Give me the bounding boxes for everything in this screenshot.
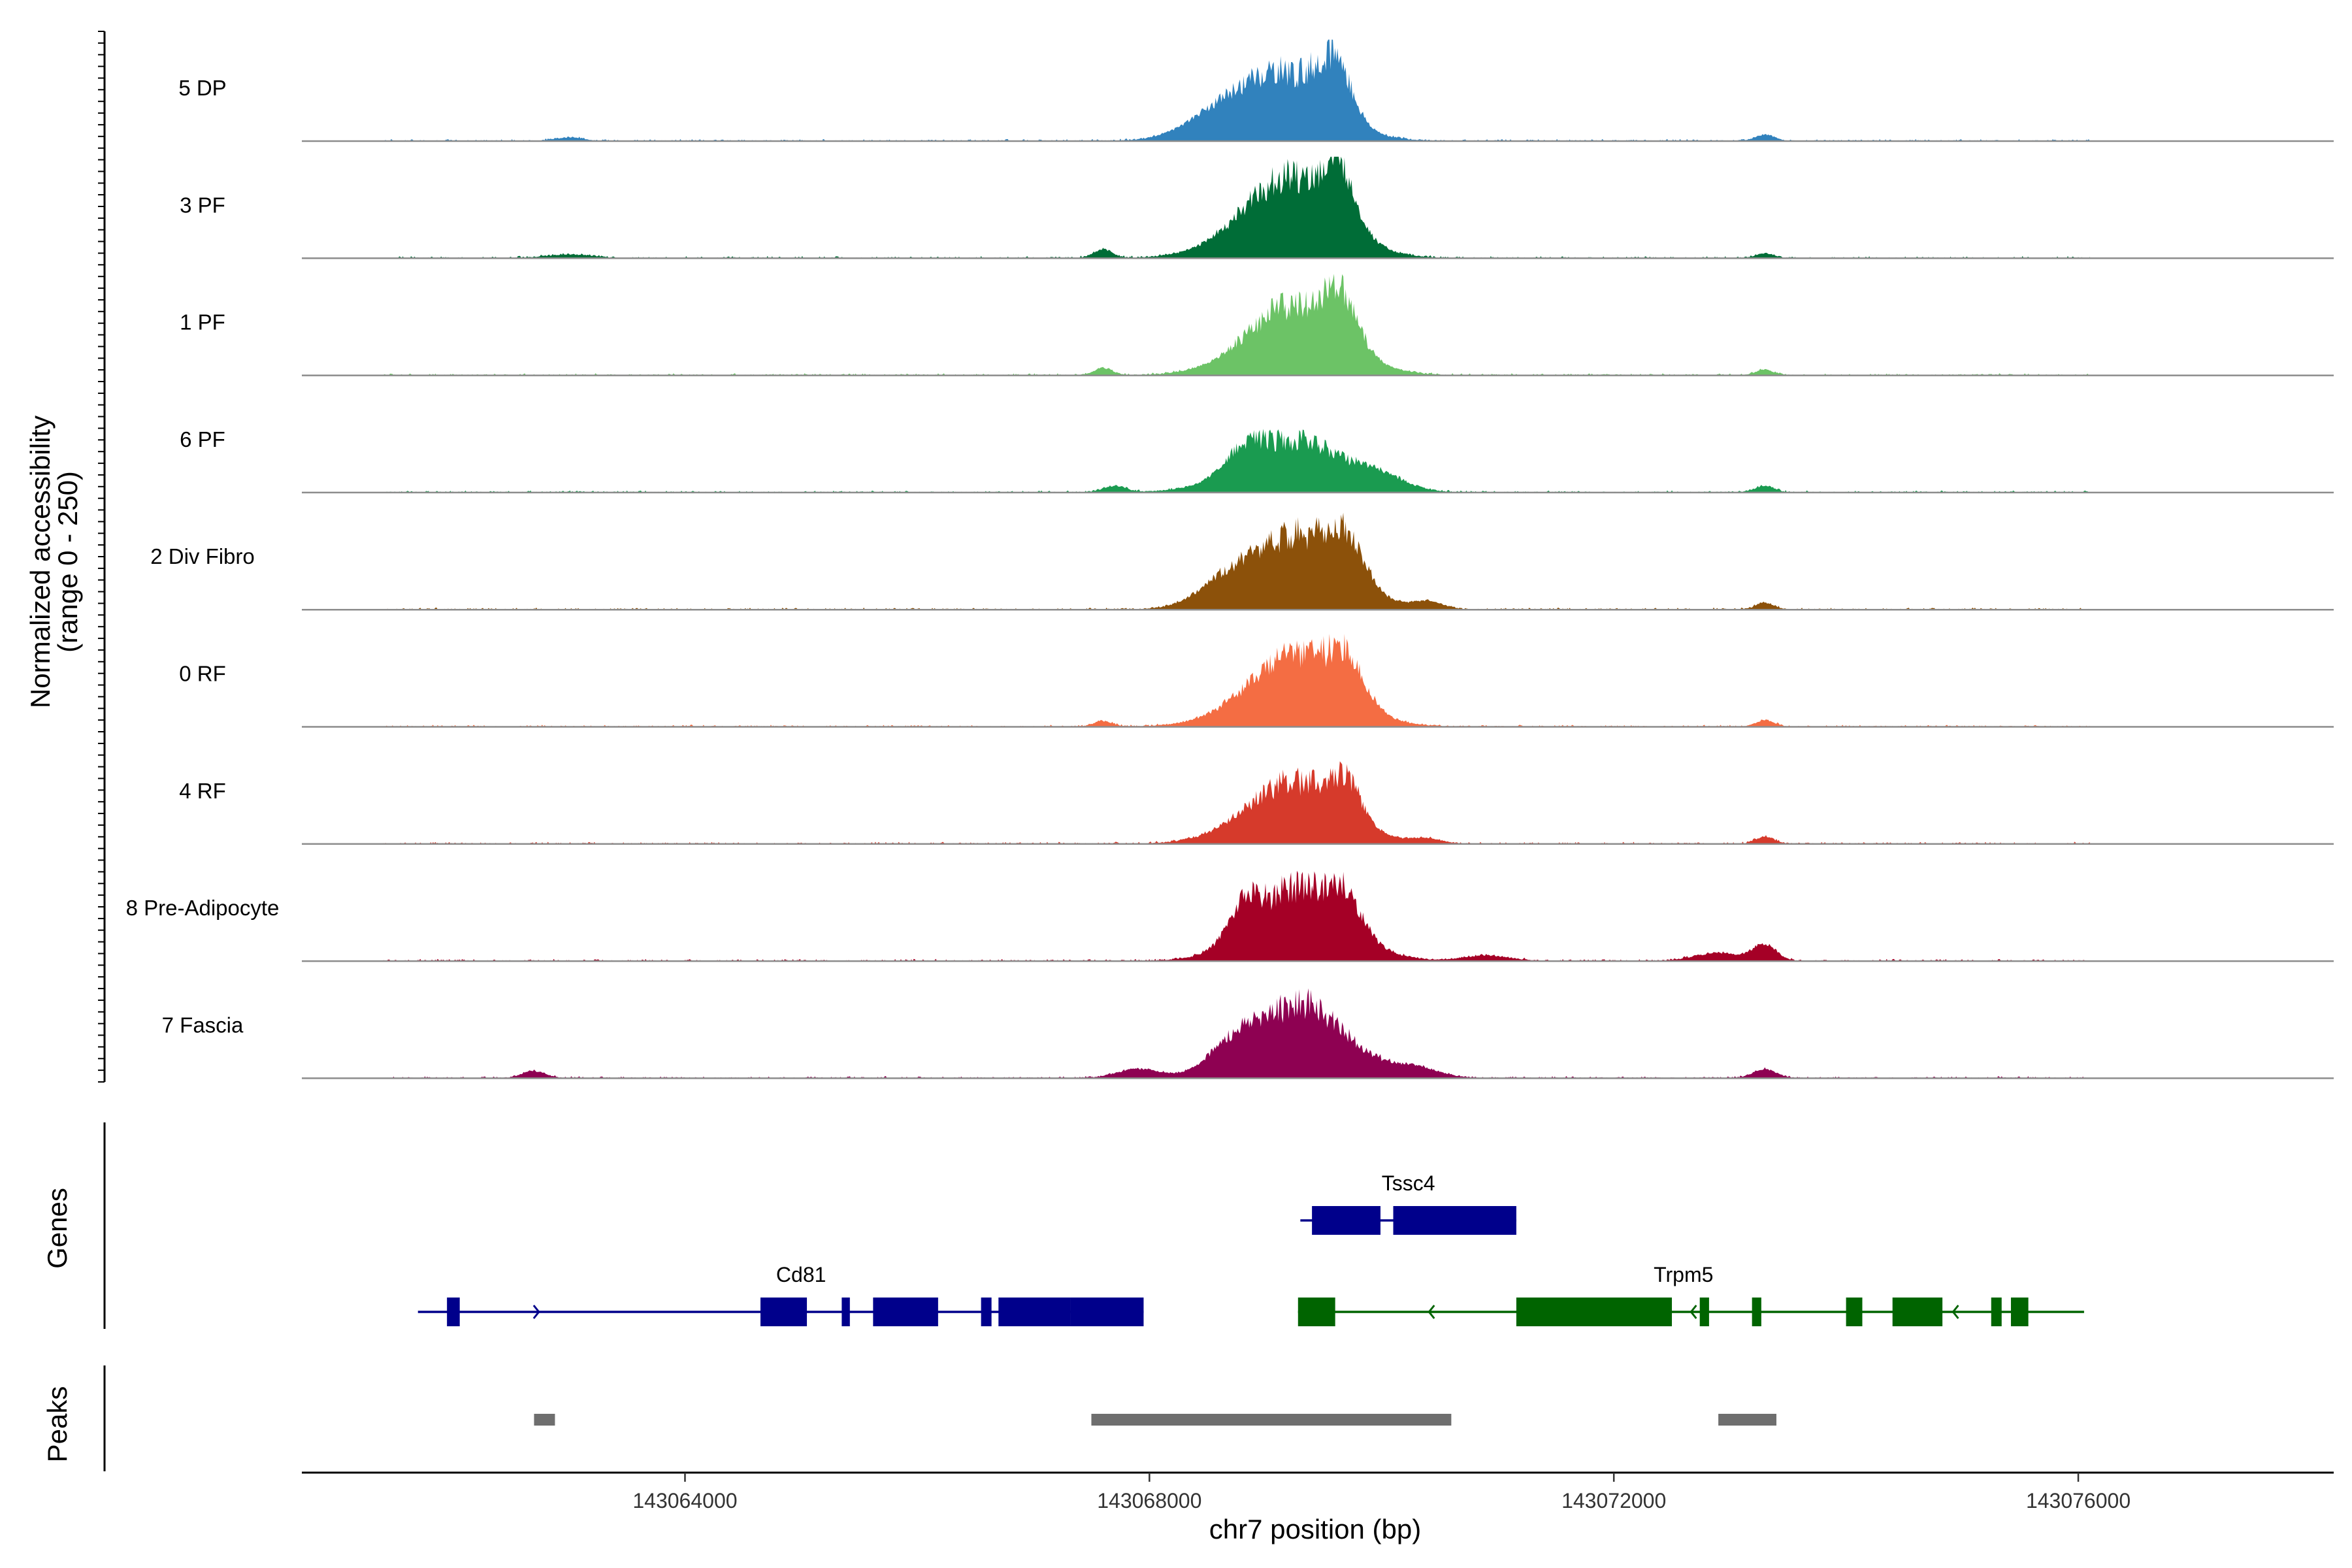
coverage-area xyxy=(383,634,2090,727)
track-0-rf: 0 RF xyxy=(179,634,2334,728)
exon xyxy=(1699,1298,1709,1326)
y-axis-label-line1: Normalized accessibility xyxy=(25,416,56,708)
exon xyxy=(1298,1298,1335,1326)
track-7-fascia: 7 Fascia xyxy=(162,988,2334,1079)
coverage-area xyxy=(383,870,2090,962)
coverage-area xyxy=(383,274,2090,376)
axes: 143064000 143068000 143072000 143076000 xyxy=(98,31,2334,1512)
gene-track: Cd81 Tssc4 Trpm5 xyxy=(417,1171,2084,1326)
gene-trpm5: Trpm5 xyxy=(1298,1263,2084,1326)
exon xyxy=(1393,1206,1516,1235)
exon xyxy=(760,1298,808,1326)
track-label: 5 DP xyxy=(178,76,226,100)
track-label: 8 Pre-Adipocyte xyxy=(126,896,280,920)
y-axis-label-line2: (range 0 - 250) xyxy=(52,471,83,653)
track-3-pf: 3 PF xyxy=(180,156,2334,259)
strand-arrow xyxy=(1428,1305,1435,1319)
gene-tssc4: Tssc4 xyxy=(1300,1171,1516,1235)
track-8-pre-adipocyte: 8 Pre-Adipocyte xyxy=(126,870,2334,962)
exon xyxy=(447,1298,460,1326)
track-label: 7 Fascia xyxy=(162,1013,244,1037)
exon xyxy=(1070,1298,1144,1326)
track-6-pf: 6 PF xyxy=(180,427,2334,494)
x-tick-label: 143068000 xyxy=(1097,1489,1201,1512)
exon xyxy=(1892,1298,1943,1326)
track-1-pf: 1 PF xyxy=(180,274,2334,376)
track-label: 4 RF xyxy=(179,779,226,803)
coverage-area xyxy=(383,761,2090,844)
track-4-rf: 4 RF xyxy=(179,761,2334,845)
exon xyxy=(1516,1298,1673,1326)
exon xyxy=(1752,1298,1761,1326)
x-axis-label: chr7 position (bp) xyxy=(1209,1514,1422,1544)
genes-track-label: Genes xyxy=(42,1188,73,1269)
coverage-area xyxy=(383,988,2090,1079)
strand-arrow xyxy=(1952,1305,1959,1319)
coverage-area xyxy=(383,512,2090,610)
exon xyxy=(841,1298,850,1326)
exon xyxy=(1991,1298,2002,1326)
exon xyxy=(1312,1206,1380,1235)
coverage-area xyxy=(383,39,2090,141)
track-label: 2 Div Fibro xyxy=(150,544,255,568)
track-label: 0 RF xyxy=(179,662,226,686)
exon xyxy=(2010,1298,2029,1326)
coverage-area xyxy=(383,429,2090,493)
x-tick-label: 143064000 xyxy=(632,1489,737,1512)
coverage-area xyxy=(383,156,2090,259)
track-label: 1 PF xyxy=(180,310,225,335)
exon xyxy=(998,1298,1071,1326)
coverage-tracks: 5 DP 3 PF 1 PF 6 PF 2 Div Fibro 0 RF 4 RF 8 Pre… xyxy=(126,39,2334,1079)
peak-track xyxy=(534,1414,1776,1426)
peak-region xyxy=(534,1414,555,1426)
x-tick-label: 143072000 xyxy=(1561,1489,1666,1512)
track-label: 3 PF xyxy=(180,193,225,217)
peak-region xyxy=(1718,1414,1776,1426)
strand-arrow xyxy=(1690,1305,1697,1319)
gene-cd81: Cd81 xyxy=(417,1263,1144,1326)
exon xyxy=(981,1298,992,1326)
gene-label: Tssc4 xyxy=(1382,1171,1435,1195)
exon xyxy=(873,1298,938,1326)
exon xyxy=(1846,1298,1863,1326)
peak-region xyxy=(1091,1414,1452,1426)
strand-arrow xyxy=(532,1305,540,1319)
track-2-div-fibro: 2 Div Fibro xyxy=(150,512,2334,611)
peaks-track-label: Peaks xyxy=(42,1386,73,1463)
gene-label: Cd81 xyxy=(776,1263,826,1286)
gene-label: Trpm5 xyxy=(1654,1263,1713,1286)
x-tick-label: 143076000 xyxy=(2026,1489,2131,1512)
track-label: 6 PF xyxy=(180,427,225,451)
track-5-dp: 5 DP xyxy=(178,39,2334,142)
